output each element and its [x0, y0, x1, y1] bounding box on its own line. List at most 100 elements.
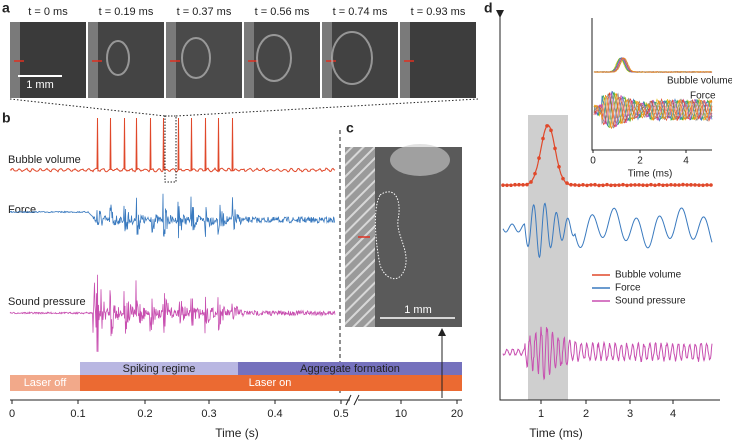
image-frame [10, 22, 86, 98]
laser-bar [10, 375, 80, 391]
sample-dot [701, 183, 705, 188]
sample-dot [617, 183, 621, 187]
zoom-box [164, 115, 177, 183]
sample-dot [709, 183, 713, 187]
sample-dot [541, 136, 545, 141]
bubble [106, 40, 130, 76]
sample-dot [529, 180, 533, 184]
frame-edge [400, 22, 410, 98]
sample-dot [525, 182, 529, 187]
inset-trace [593, 92, 713, 129]
sample-dot [665, 183, 669, 187]
panel-label: a [2, 0, 10, 16]
tick-label: 0.4 [267, 408, 282, 420]
sample-dot [517, 182, 521, 187]
sample-dot [661, 183, 665, 188]
tick-label: 20 [451, 408, 463, 420]
sample-dot [597, 183, 601, 188]
sample-dot [645, 183, 649, 188]
tick-label: 4 [670, 408, 676, 420]
inset-trace [594, 57, 712, 74]
force-trace [502, 202, 713, 259]
sample-dot [549, 128, 553, 133]
frame-edge [244, 22, 254, 98]
sample-dot [581, 183, 585, 187]
legend-label: Bubble volume [615, 270, 682, 281]
axis-title: Time (s) [215, 426, 259, 440]
frame-edge [322, 22, 332, 98]
sample-dot [649, 182, 653, 187]
scale-label: 1 mm [26, 79, 54, 91]
tick-label: 10 [395, 408, 407, 420]
sample-dot [501, 183, 505, 187]
inset-label: Force [690, 91, 716, 102]
laser-label: Laser on [249, 377, 292, 389]
frame-edge [10, 22, 20, 98]
legend-label: Sound pressure [615, 296, 686, 307]
tick-label: 0 [590, 156, 596, 167]
bubble [181, 37, 211, 79]
trace-label: Force [8, 204, 36, 216]
inset-trace [593, 57, 713, 73]
sample-dot [553, 146, 557, 151]
tick-label: 4 [683, 156, 689, 167]
sample-dot [621, 182, 625, 187]
sample-dot [705, 183, 709, 187]
sample-dot [625, 183, 629, 188]
tick-label: 0.5 [333, 408, 348, 420]
sample-dot [673, 183, 677, 187]
zoom-line [9, 98, 166, 117]
sample-dot [657, 182, 661, 187]
sample-dot [593, 182, 597, 187]
sample-dot [509, 183, 513, 188]
tick-label: 2 [583, 408, 589, 420]
inset-trace [593, 57, 713, 74]
tick-label: 2 [637, 156, 643, 167]
frame-time: t = 0.56 ms [255, 6, 310, 18]
tick-label: 0.3 [201, 408, 216, 420]
sample-dot [569, 182, 573, 187]
sample-dot [609, 183, 613, 188]
sample-dot [565, 181, 569, 185]
sample-dot [637, 183, 641, 187]
panel-d: 1 2 3 4 Time (ms) Bubble volume Force Sound pre… [496, 10, 732, 440]
sample-dot [601, 183, 605, 188]
sample-dot [577, 183, 581, 188]
frame-time: t = 0.19 ms [99, 6, 154, 18]
tick-label: 0.2 [137, 408, 152, 420]
phase-bar [238, 362, 462, 375]
image-frame [88, 22, 164, 98]
sample-dot [605, 182, 609, 187]
aggregate-outline [374, 191, 407, 279]
frame-time: t = 0.37 ms [177, 6, 232, 18]
sample-dot [561, 176, 565, 181]
sample-dot [613, 183, 617, 188]
panel-c: 1 mm [345, 144, 462, 398]
sound-trace [502, 326, 713, 381]
panel-b: Bubble volume Force Sound pressure Spiking … [8, 115, 463, 440]
sample-dot [533, 171, 537, 176]
trace-label: Sound pressure [8, 296, 86, 308]
inset-trace [594, 57, 713, 74]
inset-trace [593, 90, 713, 127]
tick-label: 0 [9, 408, 15, 420]
frame-time: t = 0 ms [28, 6, 68, 18]
panel-label: b [2, 110, 11, 126]
bubble [331, 31, 373, 85]
axis-break [345, 394, 360, 406]
sample-dot [573, 183, 577, 187]
sample-dot [585, 183, 589, 188]
inset-trace [593, 57, 713, 73]
sample-dot [669, 182, 673, 187]
sample-dot [685, 183, 689, 187]
legend-label: Force [615, 283, 641, 294]
frame-time: t = 0.93 ms [411, 6, 466, 18]
axis-title: Time (ms) [628, 169, 673, 180]
sample-dot [557, 164, 561, 169]
trace-label: Bubble volume [8, 154, 81, 166]
sample-dot [537, 156, 541, 160]
image-frame [244, 22, 320, 98]
image-frame [166, 22, 242, 98]
sample-dot [681, 182, 685, 187]
